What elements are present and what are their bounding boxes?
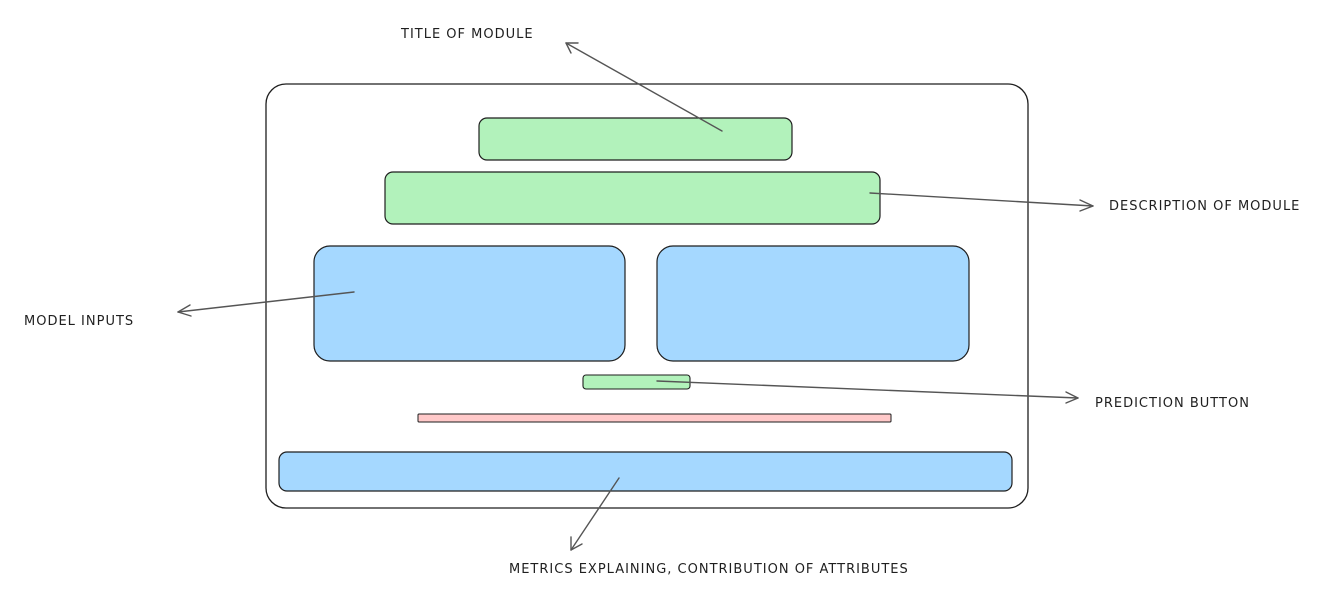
prediction-arrow	[656, 380, 1079, 404]
description-arrow	[869, 192, 1094, 212]
title-block	[478, 117, 793, 161]
description-annotation: DESCRIPTION OF MODULE	[1109, 199, 1301, 214]
prediction-result-bar	[417, 413, 892, 423]
metrics-block	[278, 451, 1013, 492]
model-inputs-arrow	[177, 291, 355, 317]
model-input-left[interactable]	[313, 245, 626, 362]
model-inputs-annotation: MODEL INPUTS	[24, 314, 135, 329]
title-annotation: TITLE OF MODULE	[401, 27, 534, 42]
title-arrow	[565, 42, 723, 132]
metrics-arrow	[570, 477, 620, 551]
model-input-right[interactable]	[656, 245, 970, 362]
description-block	[384, 171, 881, 225]
metrics-annotation: METRICS EXPLAINING, CONTRIBUTION OF ATTR…	[509, 562, 909, 577]
prediction-button-annotation: PREDICTION BUTTON	[1095, 396, 1250, 411]
